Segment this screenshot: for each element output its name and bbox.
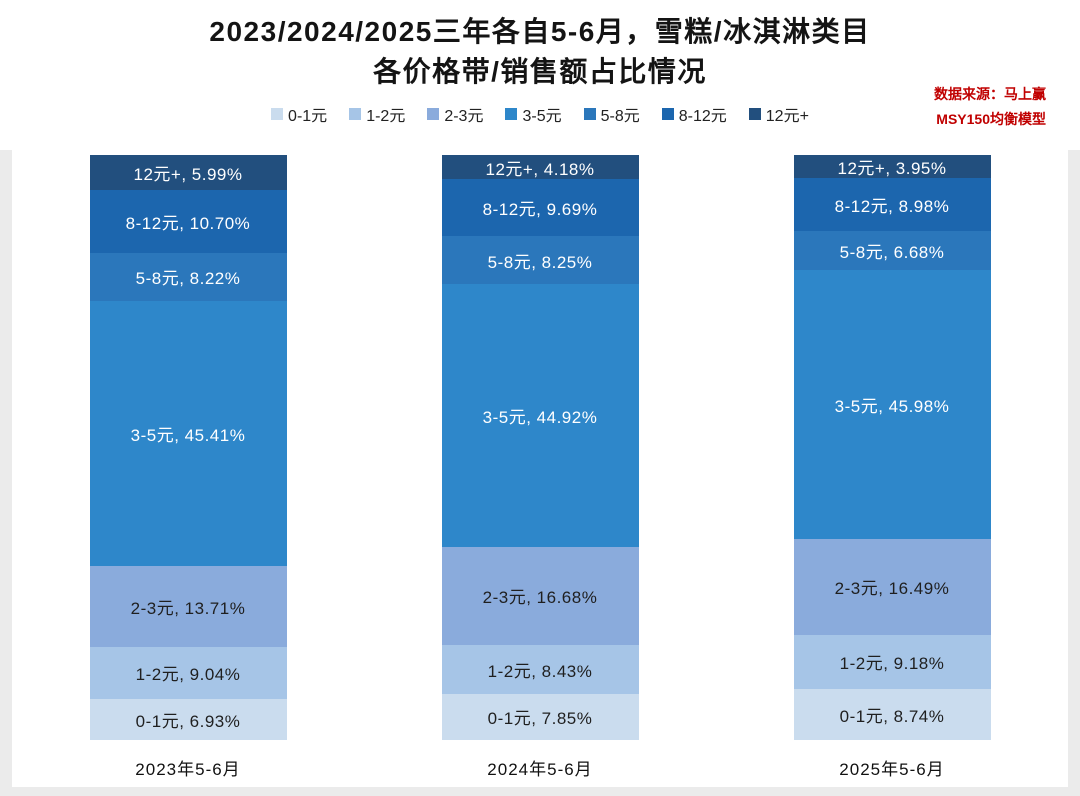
bar-segment-label: 1-2元, 9.04% xyxy=(135,665,241,685)
bar-segment-label: 5-8元, 6.68% xyxy=(839,242,945,262)
chart-column-1: 12元+, 4.18% 8-12元, 9.69% 5-8元, 8.25% 3-5元, … xyxy=(364,155,716,780)
bar-segment-label: 0-1元, 8.74% xyxy=(839,706,945,726)
bar-segment-0-5: 8-12元, 10.70% xyxy=(89,190,287,253)
x-axis-label-2: 2025年5-6月 xyxy=(839,760,945,779)
bar-segment-2-1: 1-2元, 9.18% xyxy=(793,635,991,689)
data-source-line2: MSY150均衡模型 xyxy=(936,110,1046,127)
legend-swatch-icon xyxy=(505,107,518,120)
legend-swatch-icon xyxy=(271,107,284,120)
bar-segment-label: 8-12元, 9.69% xyxy=(482,200,598,220)
bar-segment-1-3: 3-5元, 44.92% xyxy=(441,284,639,548)
legend-item-1: 1-2元 xyxy=(349,102,405,126)
bar-segment-1-2: 2-3元, 16.68% xyxy=(441,547,639,645)
bar-segment-1-4: 5-8元, 8.25% xyxy=(441,236,639,285)
bar-segment-label: 0-1元, 7.85% xyxy=(487,709,593,729)
bar-segment-label: 2-3元, 16.68% xyxy=(482,588,598,608)
chart-plot-area: 12元+, 5.99% 8-12元, 10.70% 5-8元, 8.22% 3-5元,… xyxy=(12,155,1068,780)
legend-item-6: 12元+ xyxy=(748,102,809,126)
bar-segment-label: 2-3元, 13.71% xyxy=(130,598,246,618)
bar-segment-label: 3-5元, 45.41% xyxy=(130,426,246,446)
bar-segment-0-4: 5-8元, 8.22% xyxy=(89,252,287,301)
page-margin-bottom xyxy=(0,787,1080,796)
bar-segment-label: 3-5元, 45.98% xyxy=(834,396,950,416)
stacked-bar-2: 12元+, 3.95% 8-12元, 8.98% 5-8元, 6.68% 3-5元, … xyxy=(793,155,991,740)
bar-segment-2-3: 3-5元, 45.98% xyxy=(793,269,991,539)
legend-swatch-icon xyxy=(748,107,761,120)
legend-label: 8-12元 xyxy=(678,107,727,125)
bar-segment-label: 5-8元, 8.25% xyxy=(487,252,593,272)
bar-segment-0-1: 1-2元, 9.04% xyxy=(89,646,287,700)
chart-title-line1: 2023/2024/2025三年各自5-6月，雪糕/冰淇淋类目 xyxy=(209,16,871,47)
chart-column-2: 12元+, 3.95% 8-12元, 8.98% 5-8元, 6.68% 3-5元, … xyxy=(716,155,1068,780)
bar-segment-2-4: 5-8元, 6.68% xyxy=(793,230,991,270)
legend-label: 2-3元 xyxy=(444,107,484,125)
stacked-bar-0: 12元+, 5.99% 8-12元, 10.70% 5-8元, 8.22% 3-5元,… xyxy=(89,155,287,740)
stacked-bar-1: 12元+, 4.18% 8-12元, 9.69% 5-8元, 8.25% 3-5元, … xyxy=(441,155,639,740)
bar-segment-label: 12元+, 4.18% xyxy=(485,159,595,179)
data-source-note: 数据来源：马上赢 MSY150均衡模型 xyxy=(934,82,1046,131)
page-margin-left xyxy=(0,150,12,796)
legend-item-3: 3-5元 xyxy=(505,102,562,126)
bar-segment-label: 2-3元, 16.49% xyxy=(834,579,950,599)
bar-segment-label: 3-5元, 44.92% xyxy=(482,408,598,428)
bar-segment-2-0: 0-1元, 8.74% xyxy=(793,688,991,740)
chart-legend: 0-1元 1-2元 2-3元 3-5元 5-8元 8-12元 12元+ xyxy=(0,102,1080,126)
legend-label: 12元+ xyxy=(765,107,809,125)
legend-swatch-icon xyxy=(661,107,674,120)
legend-swatch-icon xyxy=(427,107,440,120)
bar-segment-label: 0-1元, 6.93% xyxy=(135,712,241,732)
bar-segment-label: 1-2元, 9.18% xyxy=(839,654,945,674)
x-axis-label-0: 2023年5-6月 xyxy=(135,760,241,779)
bar-segment-0-6: 12元+, 5.99% xyxy=(89,155,287,191)
bar-segment-1-5: 8-12元, 9.69% xyxy=(441,179,639,237)
legend-label: 3-5元 xyxy=(522,107,562,125)
legend-label: 5-8元 xyxy=(600,107,640,125)
data-source-line1: 数据来源：马上赢 xyxy=(934,86,1046,102)
page-margin-right xyxy=(1068,150,1080,796)
bar-segment-1-6: 12元+, 4.18% xyxy=(441,155,639,180)
bar-segment-label: 1-2元, 8.43% xyxy=(487,661,593,681)
bar-segment-0-3: 3-5元, 45.41% xyxy=(89,300,287,567)
legend-label: 0-1元 xyxy=(288,107,328,125)
legend-item-4: 5-8元 xyxy=(583,102,640,126)
legend-swatch-icon xyxy=(349,107,362,120)
legend-item-5: 8-12元 xyxy=(661,102,727,126)
bar-segment-label: 5-8元, 8.22% xyxy=(135,269,241,289)
bar-segment-1-1: 1-2元, 8.43% xyxy=(441,644,639,695)
bar-segment-0-2: 2-3元, 13.71% xyxy=(89,566,287,647)
chart-column-0: 12元+, 5.99% 8-12元, 10.70% 5-8元, 8.22% 3-5元,… xyxy=(12,155,364,780)
chart-title-line2: 各价格带/销售额占比情况 xyxy=(373,55,707,87)
bar-segment-label: 8-12元, 10.70% xyxy=(125,213,251,233)
legend-swatch-icon xyxy=(583,107,596,120)
bar-segment-2-2: 2-3元, 16.49% xyxy=(793,538,991,636)
bar-segment-label: 12元+, 3.95% xyxy=(837,159,947,179)
bar-segment-0-0: 0-1元, 6.93% xyxy=(89,699,287,740)
legend-label: 1-2元 xyxy=(366,107,406,125)
legend-item-2: 2-3元 xyxy=(427,102,483,126)
chart-title: 2023/2024/2025三年各自5-6月，雪糕/冰淇淋类目 各价格带/销售额… xyxy=(0,0,1080,92)
legend-item-0: 0-1元 xyxy=(271,102,327,126)
bar-segment-label: 8-12元, 8.98% xyxy=(834,196,950,216)
bar-segment-1-0: 0-1元, 7.85% xyxy=(441,694,639,740)
bar-segment-label: 12元+, 5.99% xyxy=(133,165,243,185)
bar-segment-2-5: 8-12元, 8.98% xyxy=(793,178,991,231)
x-axis-label-1: 2024年5-6月 xyxy=(487,760,593,779)
bar-segment-2-6: 12元+, 3.95% xyxy=(793,155,991,179)
